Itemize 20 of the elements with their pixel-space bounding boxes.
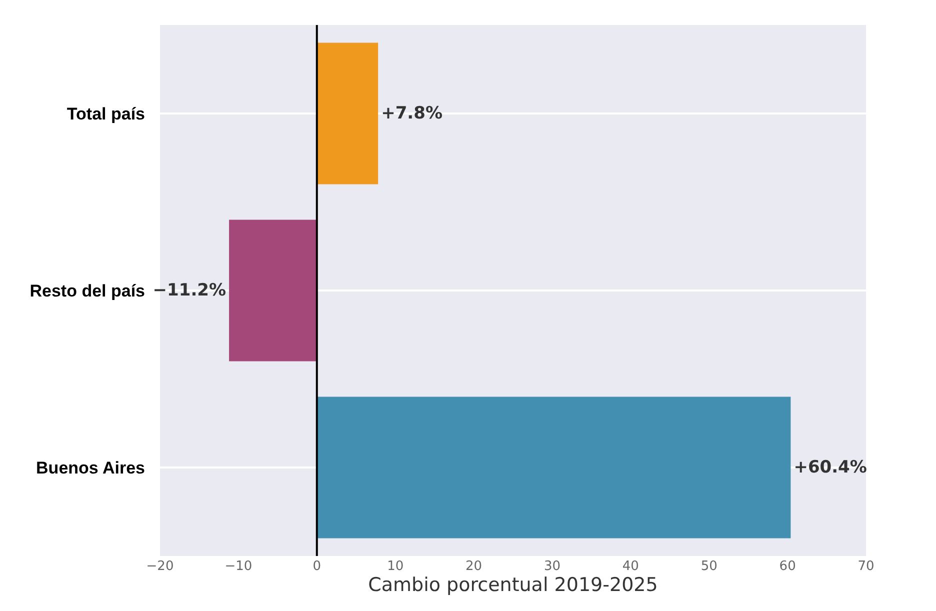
bar [229,220,317,362]
x-tick-label: 30 [544,559,560,574]
x-tick-label: 60 [779,559,796,574]
x-tick-label: 20 [466,559,482,574]
x-axis-title: Cambio porcentual 2019-2025 [368,574,658,596]
x-tick-label: −20 [146,559,174,574]
data-label: +60.4% [794,458,867,478]
y-tick-label: Resto del país [30,281,145,300]
bar [316,396,791,538]
y-tick-label: Buenos Aires [36,458,145,478]
x-tick-label: 50 [700,559,718,574]
x-tick-label: 10 [387,559,404,574]
x-tick-label: 70 [858,559,874,574]
y-tick-label: Total país [66,104,145,124]
data-label: −11.2% [152,280,226,300]
x-tick-label: 0 [312,559,322,574]
x-tick-label: 40 [622,559,639,574]
bar [316,42,378,184]
x-tick-label: −10 [224,559,252,574]
data-label: +7.8% [381,104,442,124]
